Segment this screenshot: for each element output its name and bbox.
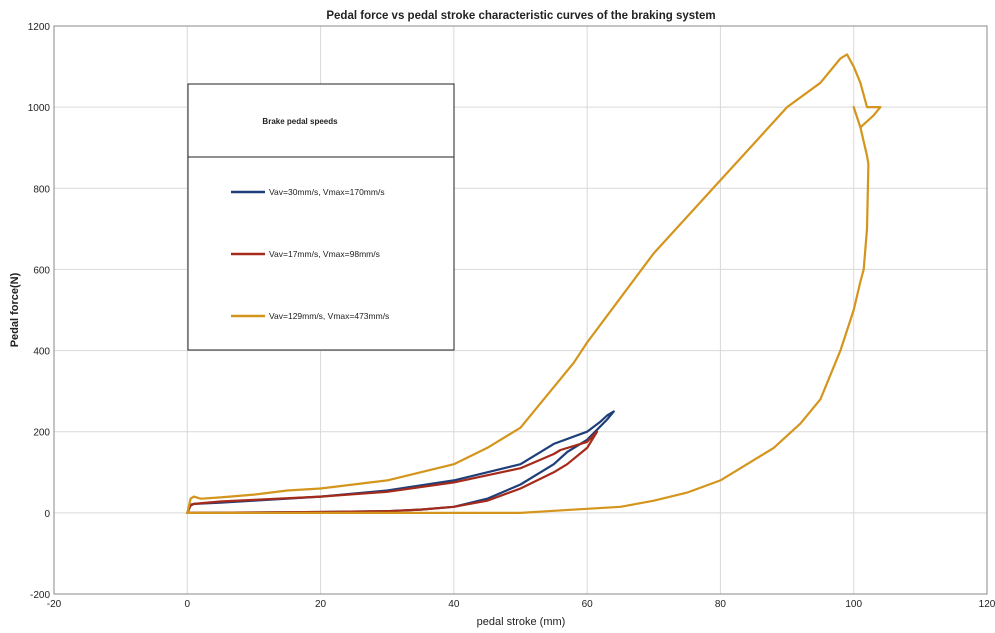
x-tick-label: 40 bbox=[448, 599, 460, 610]
y-tick-label: 1200 bbox=[28, 22, 51, 33]
series-line-3 bbox=[186, 53, 882, 515]
x-tick-label: 0 bbox=[185, 599, 191, 610]
x-tick-label: 120 bbox=[979, 599, 995, 610]
x-tick-label: 80 bbox=[715, 599, 727, 610]
y-tick-label: 0 bbox=[44, 509, 50, 520]
x-tick-label: 100 bbox=[845, 599, 862, 610]
x-axis-label: pedal stroke (mm) bbox=[477, 616, 566, 628]
legend-title: Brake pedal speeds bbox=[262, 117, 338, 126]
legend: Brake pedal speeds Vav=30mm/s, Vmax=170m… bbox=[187, 83, 455, 351]
plot-area-border bbox=[53, 25, 988, 595]
x-tick-label: 20 bbox=[315, 599, 327, 610]
legend-label-2: Vav=17mm/s, Vmax=98mm/s bbox=[269, 249, 380, 259]
y-tick-label: 800 bbox=[33, 184, 50, 195]
y-tick-label: 1000 bbox=[28, 103, 51, 114]
series-lines bbox=[186, 53, 882, 515]
y-tick-label: 600 bbox=[33, 265, 50, 276]
y-axis-label: Pedal force(N) bbox=[9, 272, 21, 347]
y-tick-label: 400 bbox=[33, 347, 50, 358]
legend-items: Vav=30mm/s, Vmax=170mm/s Vav=17mm/s, Vmax… bbox=[231, 187, 389, 321]
grid bbox=[53, 25, 988, 595]
x-tick-label: -20 bbox=[47, 599, 62, 610]
y-tick-label: 200 bbox=[33, 428, 50, 439]
series-line-2 bbox=[186, 430, 599, 515]
legend-box bbox=[187, 83, 455, 351]
tick-labels: -20 0 20 40 60 80 100 120-200020040060080010001… bbox=[28, 22, 995, 610]
legend-label-1: Vav=30mm/s, Vmax=170mm/s bbox=[269, 187, 385, 197]
x-tick-label: 60 bbox=[582, 599, 594, 610]
series-line-1 bbox=[186, 410, 615, 515]
chart-title: Pedal force vs pedal stroke characterist… bbox=[326, 10, 715, 22]
legend-label-3: Vav=129mm/s, Vmax=473mm/s bbox=[269, 311, 389, 321]
y-tick-label: -200 bbox=[30, 590, 50, 601]
